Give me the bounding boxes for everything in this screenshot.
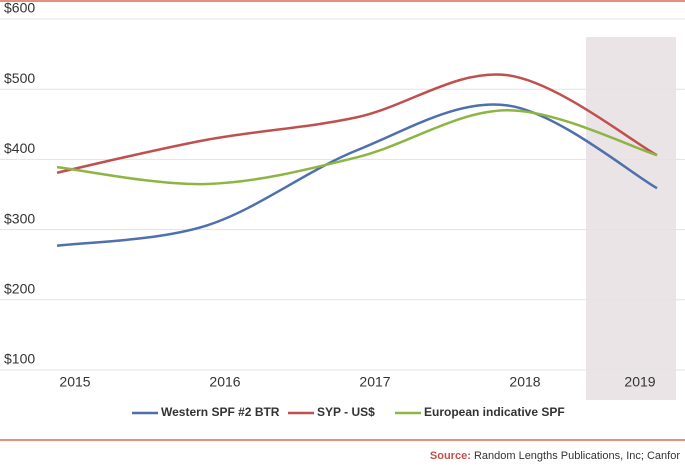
legend-label: European indicative SPF [424, 405, 565, 419]
legend-label: Western SPF #2 BTR [161, 405, 280, 419]
y-tick-label: $300 [4, 210, 35, 226]
x-tick-label: 2015 [59, 374, 90, 390]
x-tick-label: 2019 [624, 374, 655, 390]
source: Source: Random Lengths Publications, Inc… [430, 450, 680, 462]
legend-label: SYP - US$ [317, 405, 375, 419]
x-tick-label: 2017 [359, 374, 390, 390]
x-tick-label: 2018 [509, 374, 540, 390]
y-tick-label: $500 [4, 70, 35, 86]
y-tick-label: $600 [4, 0, 35, 16]
source-text: Random Lengths Publications, Inc; Canfor [474, 450, 680, 462]
y-tick-label: $400 [4, 140, 35, 156]
source-label: Source: [430, 450, 471, 462]
line [56, 103, 658, 247]
forecast-shade [586, 37, 676, 400]
y-tick-label: $100 [4, 351, 35, 367]
x-tick-label: 2016 [209, 374, 240, 390]
line [56, 109, 658, 186]
line [56, 73, 658, 174]
y-tick-label: $200 [4, 281, 35, 297]
